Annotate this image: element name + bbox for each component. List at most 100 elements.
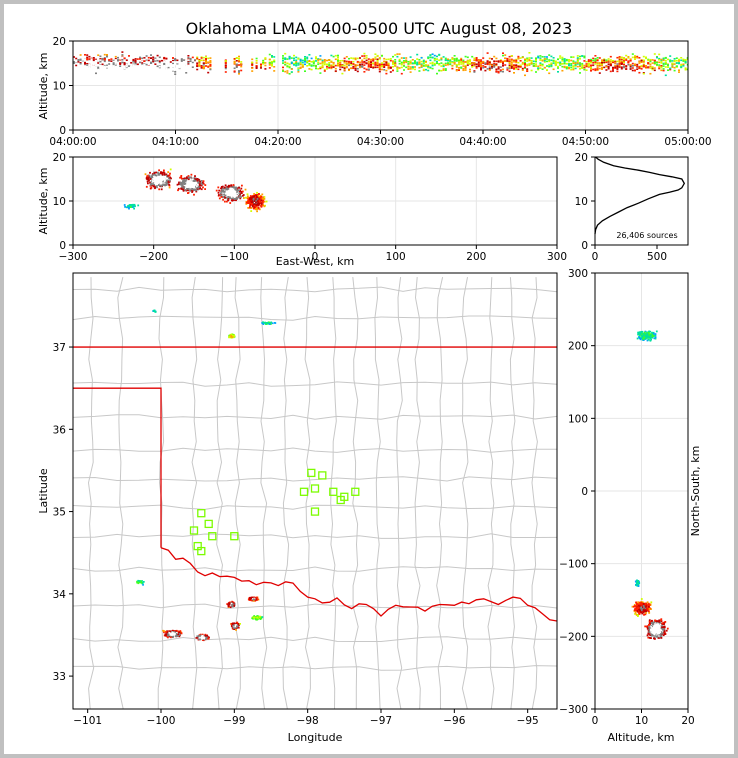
altitude-time-pixel bbox=[462, 59, 465, 62]
altitude-time-pixel bbox=[636, 65, 639, 68]
undefined bbox=[206, 636, 208, 639]
altitude-time-pixel bbox=[572, 67, 575, 69]
altitude-time-pixel bbox=[73, 66, 75, 69]
altitude-time-pixel bbox=[680, 63, 683, 66]
undefined bbox=[177, 633, 179, 636]
altitude-time-pixel bbox=[576, 62, 579, 64]
altitude-time-pixel bbox=[546, 56, 548, 58]
altitude-time-pixel bbox=[376, 61, 379, 64]
undefined bbox=[190, 181, 193, 183]
altitude-time-pixel bbox=[383, 63, 386, 66]
altitude-time-pixel bbox=[238, 55, 240, 58]
undefined bbox=[187, 179, 189, 182]
undefined bbox=[182, 177, 185, 180]
undefined bbox=[256, 200, 259, 203]
altitude-time-pixel bbox=[420, 60, 423, 63]
altitude-time-pixel bbox=[332, 61, 335, 64]
undefined bbox=[236, 625, 238, 628]
altitude-time-pixel bbox=[603, 66, 606, 69]
undefined bbox=[136, 581, 138, 584]
altitude-time-pixel bbox=[583, 66, 586, 69]
undefined bbox=[263, 321, 265, 324]
altitude-time-pixel bbox=[671, 62, 674, 65]
altitude-time-pixel bbox=[343, 57, 346, 60]
altitude-time-pixel bbox=[117, 59, 119, 61]
altitude-time-pixel bbox=[306, 61, 309, 64]
altitude-time-pixel bbox=[143, 63, 146, 66]
altitude-time-pixel bbox=[224, 64, 227, 66]
altitude-time-pixel bbox=[79, 64, 82, 67]
altitude-time-pixel bbox=[592, 68, 595, 71]
altitude-time-pixel bbox=[631, 53, 634, 55]
altitude-time-pixel bbox=[383, 57, 386, 60]
altitude-time-pixel bbox=[614, 67, 617, 69]
altitude-time-pixel bbox=[473, 70, 476, 72]
altitude-time-pixel bbox=[79, 62, 82, 65]
county-line bbox=[73, 665, 557, 671]
altitude-time-pixel bbox=[418, 62, 421, 64]
altitude-time-pixel bbox=[284, 63, 287, 66]
county-line bbox=[374, 277, 381, 709]
altitude-time-pixel bbox=[506, 57, 509, 60]
altitude-time-pixel bbox=[607, 63, 610, 65]
undefined bbox=[179, 182, 182, 185]
altitude-time-pixel bbox=[376, 60, 379, 62]
altitude-time-pixel bbox=[290, 57, 293, 59]
altitude-time-pixel bbox=[640, 61, 643, 63]
undefined bbox=[161, 178, 164, 181]
altitude-time-pixel bbox=[546, 69, 548, 71]
altitude-time-pixel bbox=[293, 57, 295, 60]
undefined bbox=[201, 633, 204, 636]
altitude-time-pixel bbox=[645, 66, 647, 69]
undefined bbox=[221, 185, 224, 188]
altitude-time-pixel bbox=[132, 65, 135, 67]
altitude-time-pixel bbox=[297, 69, 300, 71]
undefined bbox=[259, 618, 262, 620]
undefined bbox=[260, 199, 263, 202]
altitude-time-pixel bbox=[209, 64, 212, 66]
altitude-time-pixel bbox=[119, 64, 122, 67]
altitude-time-pixel bbox=[183, 63, 185, 66]
altitude-time-pixel bbox=[420, 57, 423, 59]
county-line bbox=[73, 286, 557, 293]
altitude-time-pixel bbox=[524, 66, 526, 68]
undefined bbox=[260, 617, 263, 620]
altitude-time-pixel bbox=[607, 61, 610, 63]
undefined bbox=[229, 192, 232, 194]
altitude-time-pixel bbox=[136, 58, 139, 60]
undefined bbox=[195, 178, 197, 181]
altitude-time-pixel bbox=[271, 60, 273, 63]
altitude-time-pixel bbox=[618, 61, 621, 64]
altitude-time-pixel bbox=[290, 68, 293, 70]
undefined bbox=[253, 201, 255, 203]
undefined bbox=[196, 179, 199, 182]
altitude-time-pixel bbox=[321, 62, 324, 65]
altitude-time-pixel bbox=[409, 56, 412, 58]
lma-station-marker bbox=[230, 532, 239, 541]
undefined bbox=[261, 322, 263, 324]
altitude-time-pixel bbox=[548, 63, 551, 66]
undefined bbox=[256, 191, 258, 194]
altitude-time-pixel bbox=[75, 57, 78, 60]
altitude-time-pixel bbox=[623, 66, 625, 69]
undefined bbox=[226, 603, 228, 605]
altitude-time-pixel bbox=[629, 65, 632, 68]
altitude-time-pixel bbox=[84, 54, 86, 56]
altitude-time-pixel bbox=[440, 57, 443, 60]
altitude-time-pixel bbox=[541, 60, 544, 62]
altitude-time-pixel bbox=[469, 68, 471, 71]
altitude-time-pixel bbox=[502, 63, 504, 65]
altitude-time-pixel bbox=[532, 62, 535, 65]
altitude-time-pixel bbox=[125, 71, 128, 73]
altitude-time-pixel bbox=[376, 66, 379, 69]
altitude-time-pixel bbox=[682, 58, 685, 61]
altitude-time-pixel bbox=[447, 59, 449, 62]
altitude-time-pixel bbox=[616, 70, 619, 73]
altitude-time-pixel bbox=[293, 62, 295, 65]
undefined bbox=[189, 187, 191, 190]
altitude-time-pixel bbox=[631, 65, 634, 67]
altitude-time-pixel bbox=[398, 60, 401, 62]
altitude-time-pixel bbox=[376, 64, 379, 67]
altitude-time-pixel bbox=[354, 58, 357, 61]
undefined bbox=[258, 193, 260, 195]
